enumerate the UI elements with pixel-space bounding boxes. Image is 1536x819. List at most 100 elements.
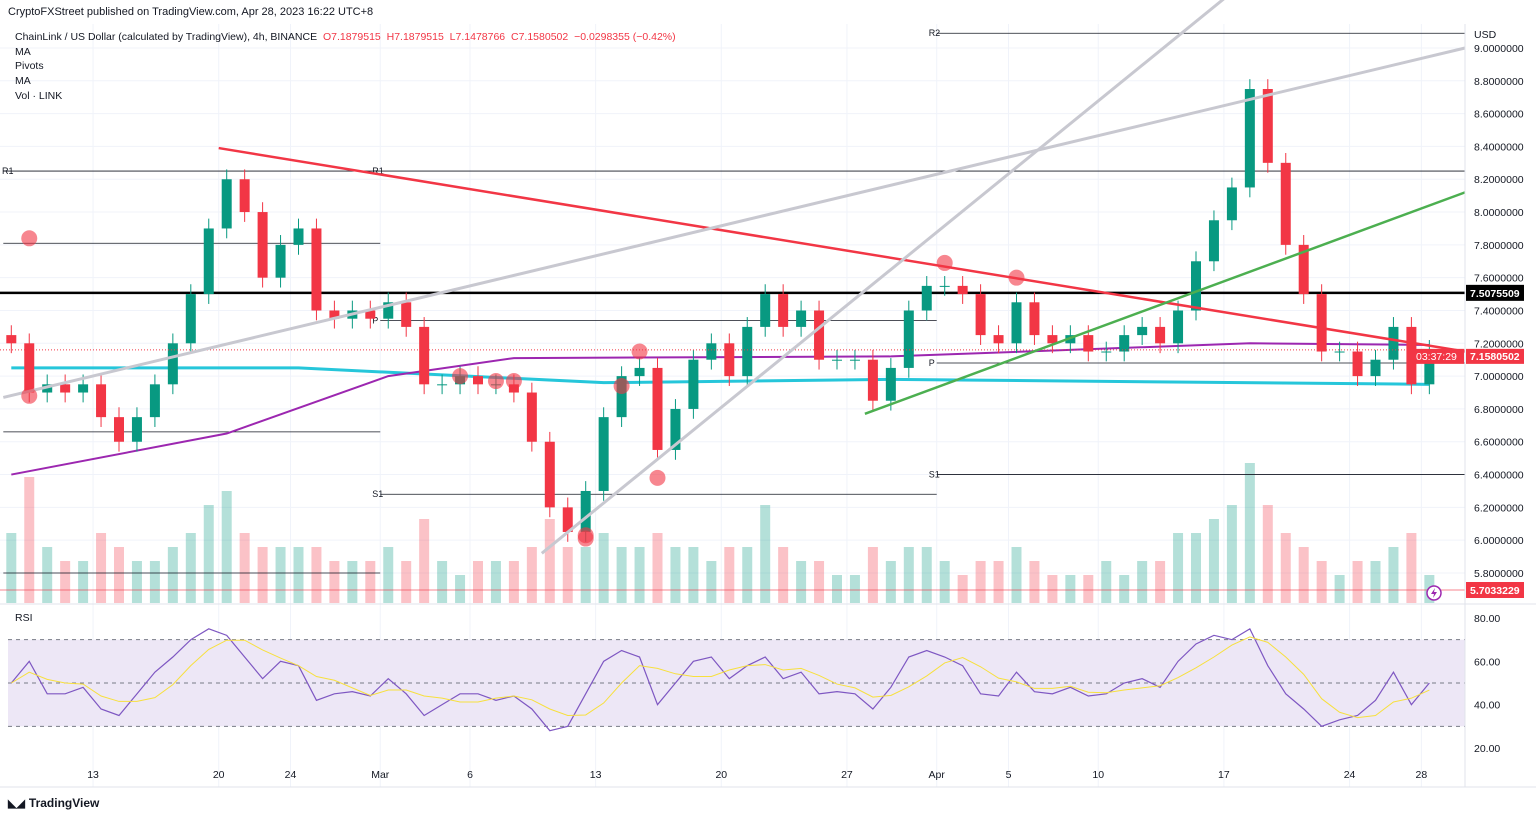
candle-body (257, 212, 268, 278)
time-tick-label: 24 (1344, 769, 1356, 781)
candle-body (167, 343, 178, 385)
indicator-ma[interactable]: MA (15, 45, 31, 58)
indicator-ma-2[interactable]: MA (15, 75, 31, 88)
price-tick-label: 8.8000000 (1474, 76, 1524, 88)
volume-bar (1388, 547, 1399, 603)
ascending-support-line (864, 191, 1466, 416)
volume-bar (1316, 561, 1327, 603)
volume-bar (401, 561, 412, 603)
volume-bar (239, 533, 250, 603)
volume-bar (490, 561, 501, 603)
candle-body (203, 228, 214, 295)
time-tick-label: 13 (590, 769, 602, 781)
moving-average-line (11, 342, 1430, 476)
price-tick-label: 8.6000000 (1474, 109, 1524, 121)
pivot-label: P (929, 358, 935, 368)
candle-body (1406, 326, 1417, 385)
candle-body (131, 417, 142, 442)
candle-body (849, 359, 860, 361)
time-tick-label: 13 (87, 769, 99, 781)
volume-bar (347, 561, 358, 603)
touch-marker (487, 373, 504, 390)
volume-bar (742, 547, 753, 603)
volume-bar (580, 547, 591, 603)
volume-bar (96, 533, 107, 603)
rsi-ma-line (11, 636, 1430, 719)
volume-bar (114, 547, 124, 603)
price-tick-label: 9.0000000 (1474, 43, 1524, 55)
tradingview-logo[interactable]: ◣◢ TradingView (8, 796, 99, 810)
touch-marker (1008, 269, 1025, 286)
touch-marker (21, 230, 38, 247)
candle-body (1334, 351, 1345, 353)
rsi-label[interactable]: RSI (15, 612, 33, 624)
time-tick-label: 6 (467, 769, 473, 781)
candle-body (60, 384, 71, 393)
publisher-line: CryptoFXStreet published on TradingView.… (8, 6, 374, 18)
candle-body (634, 367, 645, 377)
volume-bar (1173, 533, 1184, 603)
volume-bar (1334, 575, 1345, 603)
steep-gray-trend-line (540, 0, 1225, 555)
time-tick-label: 5 (1006, 769, 1012, 781)
candle-body (1370, 359, 1381, 377)
volume-bar (1244, 463, 1255, 603)
volume-bar (1101, 561, 1112, 603)
time-tick-label: 20 (715, 769, 727, 781)
volume-bar (1137, 561, 1148, 603)
candle-body (724, 343, 735, 377)
close-value: C7.1580502 (511, 31, 569, 43)
indicator-pivots[interactable]: Pivots (15, 60, 44, 73)
candle-body (562, 507, 573, 532)
candle-body (1047, 335, 1058, 344)
pivot-label: S1 (372, 489, 383, 499)
descending-resistance-line (218, 146, 1466, 353)
candle-body (921, 285, 932, 311)
volume-bar (1119, 575, 1130, 603)
touch-marker (649, 469, 666, 486)
volume-bar (1406, 533, 1417, 603)
candle-body (1083, 335, 1094, 352)
volume-bar (293, 547, 304, 603)
candle-body (114, 417, 124, 442)
price-tick-label: 6.2000000 (1474, 502, 1524, 514)
high-value: H7.1879515 (386, 31, 444, 43)
rsi-tick-label: 20.00 (1474, 743, 1500, 755)
low-value: L7.1478766 (449, 31, 506, 43)
volume-bar (778, 547, 789, 603)
price-tick-label: 7.8000000 (1474, 240, 1524, 252)
indicator-volume[interactable]: Vol · LINK (15, 89, 63, 102)
volume-bar (598, 533, 609, 603)
candle-body (275, 244, 286, 278)
volume-bar (455, 575, 466, 603)
pivot-label: P (372, 315, 378, 325)
volume-bar (975, 561, 986, 603)
candle-body (616, 376, 627, 418)
candle-body (1173, 310, 1184, 344)
candle-body (293, 228, 304, 245)
volume-bar (365, 561, 376, 603)
candle-body (526, 392, 537, 442)
candle-body (760, 294, 771, 327)
candles (0, 79, 1465, 542)
lightning-icon[interactable] (1426, 585, 1442, 601)
countdown-label: 03:37:29 (1416, 351, 1457, 363)
candle-body (939, 285, 950, 287)
candle-body (580, 490, 591, 532)
level-price-tag (1466, 284, 1524, 301)
touch-marker (21, 387, 38, 404)
candle-body (1029, 302, 1040, 336)
volume-bar (1226, 505, 1237, 603)
candle-body (401, 302, 412, 327)
rsi-tick-label: 60.00 (1474, 656, 1500, 668)
volume-bar (957, 575, 968, 603)
trendlines[interactable] (2, 0, 1466, 555)
symbol-line[interactable]: ChainLink / US Dollar (calculated by Tra… (15, 30, 676, 45)
price-tick-label: 6.8000000 (1474, 404, 1524, 416)
volume-bar (437, 561, 448, 603)
tradingview-icon: ◣◢ (8, 798, 25, 810)
volume-bar (652, 533, 663, 603)
candle-body (544, 441, 555, 508)
candle-body (670, 408, 681, 450)
